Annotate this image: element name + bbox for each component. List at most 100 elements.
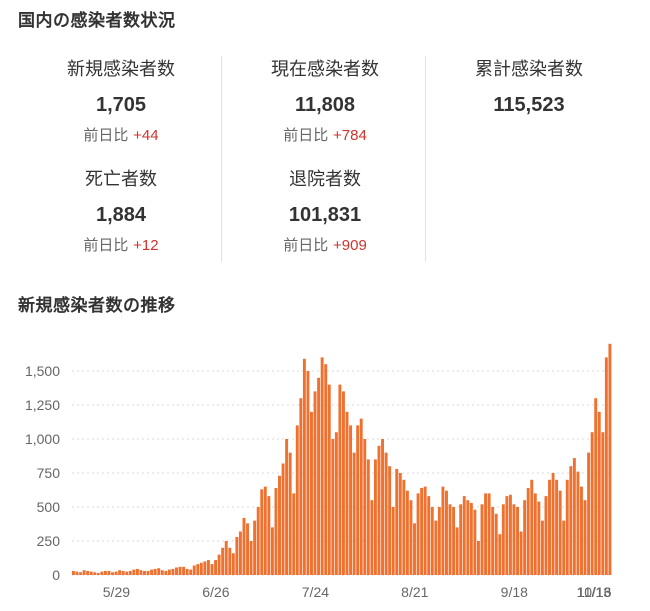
bar xyxy=(75,571,79,575)
bar xyxy=(231,553,235,575)
bar xyxy=(484,493,488,575)
stat-label: 新規感染者数 xyxy=(67,59,175,80)
bar xyxy=(167,569,171,575)
bar xyxy=(352,452,356,575)
bar xyxy=(413,523,416,575)
bar xyxy=(86,570,90,575)
stats-title: 国内の感染者数状況 xyxy=(18,11,176,31)
bar xyxy=(366,459,370,575)
bar xyxy=(494,513,498,575)
bar xyxy=(313,391,317,575)
bar xyxy=(107,570,111,575)
bar xyxy=(580,486,583,575)
bar xyxy=(224,541,228,575)
y-tick-label: 1,250 xyxy=(25,397,60,413)
bar xyxy=(207,560,210,575)
bar xyxy=(427,496,431,575)
bar xyxy=(132,569,136,575)
bar xyxy=(256,507,260,575)
bar xyxy=(192,565,196,575)
bar xyxy=(295,425,299,575)
bar xyxy=(285,439,289,575)
bar xyxy=(103,570,107,575)
x-tick-label: 11/13 xyxy=(577,584,611,600)
bar xyxy=(526,487,530,575)
bar xyxy=(153,568,157,575)
new-cases-bar-chart: 0 250 500 750 1,000 1,250 1,500 5/29 6/26 7/24 8/… xyxy=(25,343,612,600)
bar xyxy=(178,566,182,575)
bar xyxy=(388,466,392,575)
bar xyxy=(398,473,402,575)
bar xyxy=(125,571,129,575)
bar xyxy=(338,384,342,575)
bar xyxy=(114,571,118,575)
x-tick-label: 5/29 xyxy=(103,584,130,600)
bar xyxy=(171,568,175,575)
bar xyxy=(594,398,598,575)
y-axis-ticks: 0 250 500 750 1,000 1,250 1,500 xyxy=(25,363,60,583)
bar xyxy=(79,572,83,575)
diff-value: +784 xyxy=(333,127,367,144)
bar xyxy=(228,547,232,575)
bar xyxy=(121,570,125,575)
bar xyxy=(551,473,555,575)
stat-value: 11,808 xyxy=(294,94,356,116)
x-tick-label: 8/21 xyxy=(401,584,428,600)
bar xyxy=(452,507,456,575)
x-tick-label: 10/16 xyxy=(576,584,611,600)
diff-value: +44 xyxy=(133,127,159,144)
bar xyxy=(182,566,186,575)
bar xyxy=(320,357,324,575)
bar xyxy=(263,486,267,575)
bar xyxy=(221,547,225,575)
stat-current-cases: 現在感染者数 11,808 前日比 +784 xyxy=(220,58,430,158)
bar xyxy=(455,527,459,575)
bar xyxy=(576,471,580,575)
bar xyxy=(548,479,551,575)
stat-diff: 前日比 +784 xyxy=(220,124,430,146)
divider xyxy=(425,56,426,262)
bar xyxy=(587,452,591,575)
bar xyxy=(473,509,477,575)
bar xyxy=(238,531,242,575)
bar xyxy=(242,517,246,575)
bar xyxy=(523,500,527,575)
bar xyxy=(459,504,463,575)
bar xyxy=(331,439,335,575)
bar xyxy=(93,572,97,575)
bar xyxy=(519,531,523,575)
bar xyxy=(327,384,331,575)
bar xyxy=(299,398,303,575)
bar xyxy=(480,504,484,575)
bar xyxy=(214,560,218,575)
stat-discharged: 退院者数 101,831 前日比 +909 xyxy=(220,168,430,268)
diff-label: 前日比 xyxy=(83,126,129,144)
bar xyxy=(246,523,249,575)
bar xyxy=(160,570,164,575)
bar xyxy=(359,418,363,575)
y-tick-label: 1,000 xyxy=(25,431,60,447)
stats-grid: 新規感染者数 1,705 前日比 +44 現在感染者数 11,808 前日比 +… xyxy=(0,46,650,266)
bar xyxy=(292,493,296,575)
bar xyxy=(82,570,86,575)
bar xyxy=(278,475,281,575)
bar xyxy=(466,500,470,575)
bar xyxy=(498,534,502,575)
chart-title: 新規感染者数の推移 xyxy=(18,296,176,316)
bar xyxy=(505,496,509,575)
stat-diff: 前日比 +909 xyxy=(220,234,430,256)
bar xyxy=(409,500,413,575)
diff-label: 前日比 xyxy=(83,236,129,254)
bar xyxy=(363,439,367,575)
bar xyxy=(199,562,203,575)
bar xyxy=(562,520,566,575)
bar xyxy=(501,504,505,575)
diff-value: +909 xyxy=(333,237,367,254)
bar xyxy=(118,570,122,575)
divider xyxy=(221,56,222,262)
y-tick-label: 750 xyxy=(37,465,61,481)
bar xyxy=(423,486,427,575)
bar xyxy=(608,343,612,575)
bar xyxy=(89,571,93,575)
